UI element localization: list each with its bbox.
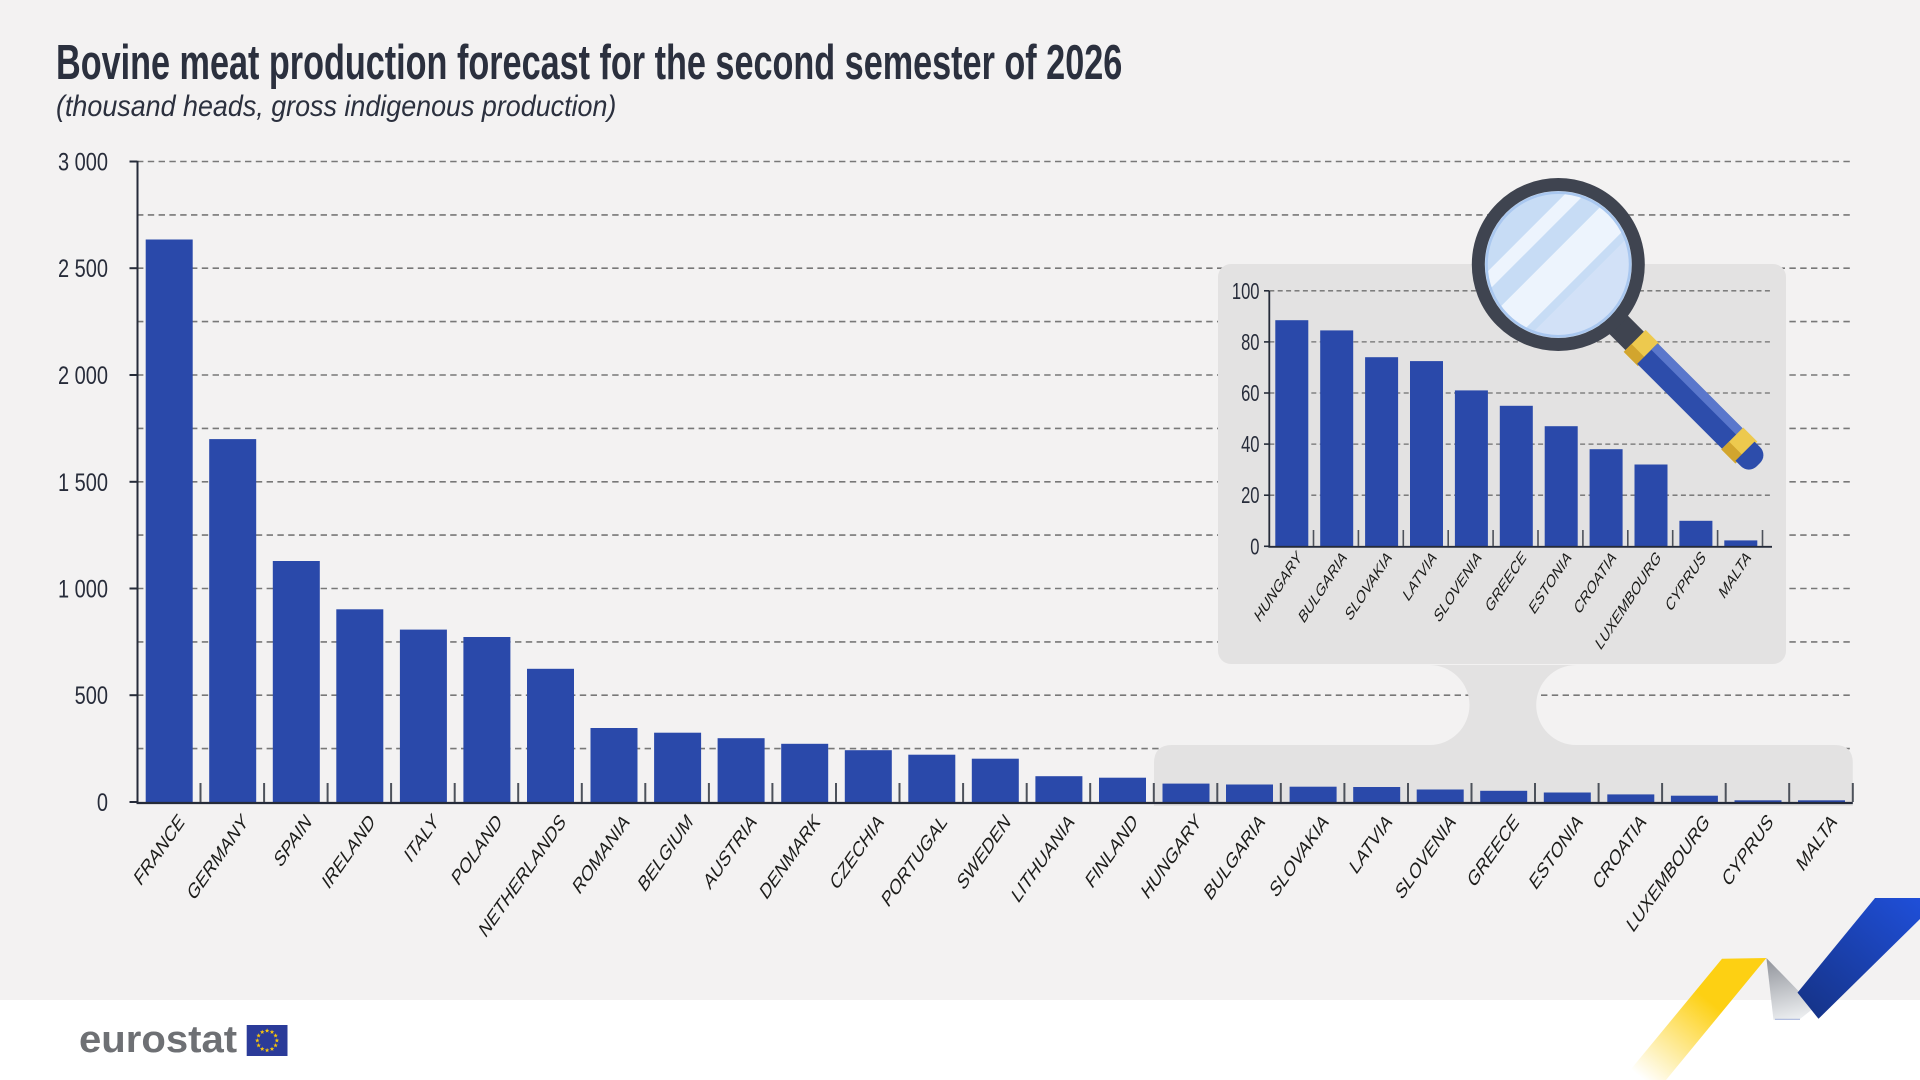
svg-text:500: 500 [75,682,108,710]
svg-text:20: 20 [1241,484,1259,509]
svg-text:CROATIA: CROATIA [1590,810,1650,895]
svg-text:ITALY: ITALY [402,810,443,868]
svg-text:GERMANY: GERMANY [185,810,252,906]
svg-text:LITHUANIA: LITHUANIA [1009,810,1078,909]
svg-text:0: 0 [97,789,108,817]
svg-text:IRELAND: IRELAND [319,810,378,895]
svg-text:2 500: 2 500 [58,255,108,283]
svg-text:LATVIA: LATVIA [1347,810,1396,880]
svg-text:eurostat: eurostat [79,1019,237,1061]
svg-text:BELGIUM: BELGIUM [635,810,696,897]
svg-text:SLOVAKIA: SLOVAKIA [1267,810,1332,903]
svg-text:0: 0 [1250,535,1259,560]
svg-text:FRANCE: FRANCE [131,810,188,891]
svg-text:100: 100 [1232,279,1260,304]
svg-text:FINLAND: FINLAND [1083,810,1142,894]
svg-text:MALTA: MALTA [1794,810,1841,877]
svg-text:PORTUGAL: PORTUGAL [879,810,951,912]
svg-text:SWEDEN: SWEDEN [954,810,1014,895]
svg-text:SLOVENIA: SLOVENIA [1393,810,1460,905]
svg-text:ESTONIA: ESTONIA [1527,810,1587,895]
svg-text:1 000: 1 000 [58,575,108,603]
svg-text:BULGARIA: BULGARIA [1201,810,1268,906]
svg-text:POLAND: POLAND [449,810,506,891]
svg-text:80: 80 [1241,330,1259,355]
svg-text:2 000: 2 000 [58,362,108,390]
svg-text:HUNGARY: HUNGARY [1139,810,1205,905]
svg-text:40: 40 [1241,433,1259,458]
svg-text:CYPRUS: CYPRUS [1719,810,1776,892]
svg-text:AUSTRIA: AUSTRIA [701,810,760,895]
svg-text:60: 60 [1241,381,1259,406]
svg-text:ROMANIA: ROMANIA [570,810,633,900]
svg-text:CZECHIA: CZECHIA [827,810,887,896]
svg-text:3 000: 3 000 [58,148,108,176]
svg-text:SPAIN: SPAIN [271,810,315,873]
svg-text:DENMARK: DENMARK [757,810,824,905]
svg-text:GREECE: GREECE [1465,810,1523,893]
svg-text:1 500: 1 500 [58,469,108,497]
